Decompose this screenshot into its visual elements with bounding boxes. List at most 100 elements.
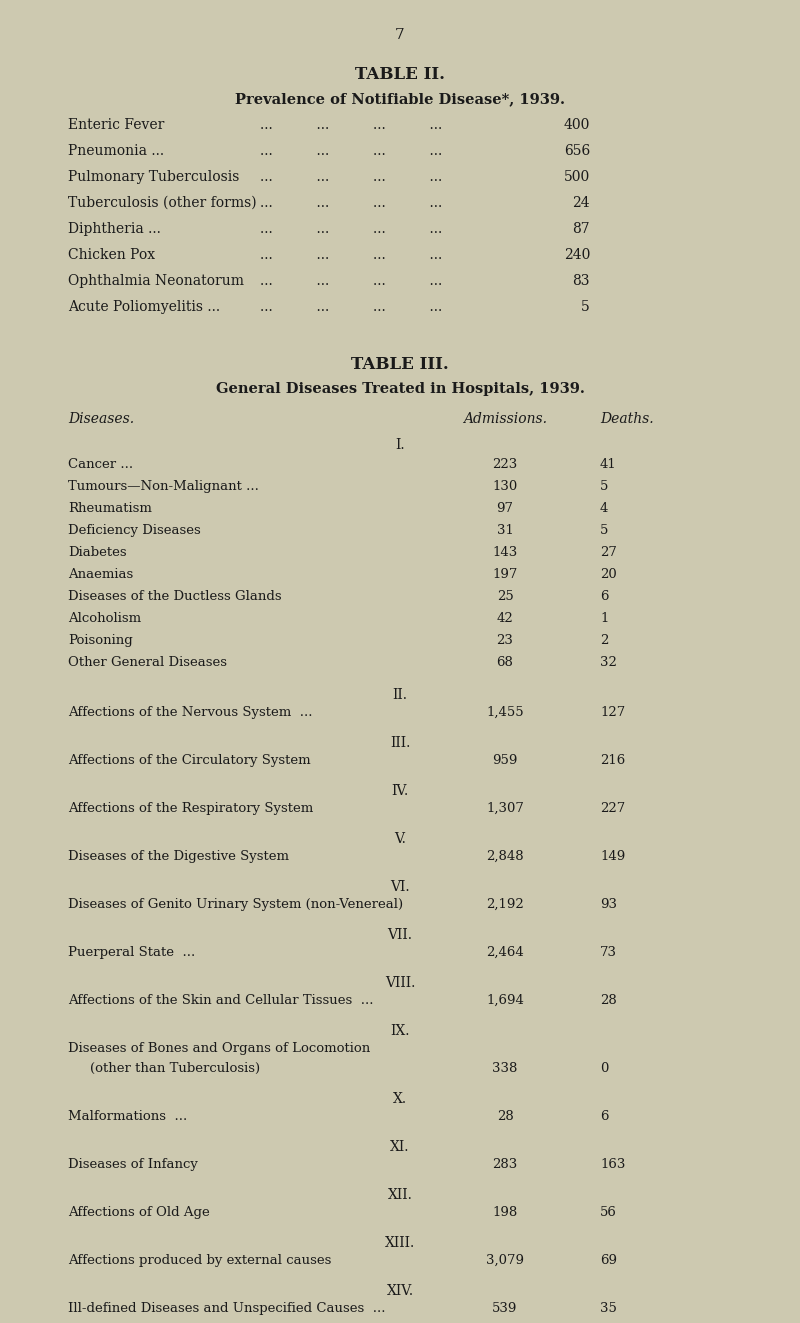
Text: 149: 149: [600, 849, 626, 863]
Text: 87: 87: [572, 222, 590, 235]
Text: 41: 41: [600, 458, 617, 471]
Text: 223: 223: [492, 458, 518, 471]
Text: Poisoning: Poisoning: [68, 634, 133, 647]
Text: 539: 539: [492, 1302, 518, 1315]
Text: Affections of the Circulatory System: Affections of the Circulatory System: [68, 754, 310, 767]
Text: Tumours—Non-Malignant ...: Tumours—Non-Malignant ...: [68, 480, 259, 493]
Text: Affections of the Nervous System  ...: Affections of the Nervous System ...: [68, 706, 313, 718]
Text: 2,464: 2,464: [486, 946, 524, 959]
Text: VIII.: VIII.: [385, 976, 415, 990]
Text: Pneumonia ...: Pneumonia ...: [68, 144, 164, 157]
Text: 198: 198: [492, 1207, 518, 1218]
Text: TABLE II.: TABLE II.: [355, 66, 445, 83]
Text: 83: 83: [573, 274, 590, 288]
Text: Affections of the Skin and Cellular Tissues  ...: Affections of the Skin and Cellular Tiss…: [68, 994, 374, 1007]
Text: X.: X.: [393, 1091, 407, 1106]
Text: Diabetes: Diabetes: [68, 546, 126, 560]
Text: 1: 1: [600, 613, 608, 624]
Text: 97: 97: [497, 501, 514, 515]
Text: V.: V.: [394, 832, 406, 845]
Text: ...          ...          ...          ...: ... ... ... ...: [260, 144, 442, 157]
Text: 27: 27: [600, 546, 617, 560]
Text: Cancer ...: Cancer ...: [68, 458, 133, 471]
Text: 240: 240: [564, 247, 590, 262]
Text: Diseases of the Digestive System: Diseases of the Digestive System: [68, 849, 289, 863]
Text: ...          ...          ...          ...: ... ... ... ...: [260, 247, 442, 262]
Text: XI.: XI.: [390, 1140, 410, 1154]
Text: 1,455: 1,455: [486, 706, 524, 718]
Text: 338: 338: [492, 1062, 518, 1076]
Text: 20: 20: [600, 568, 617, 581]
Text: 5: 5: [600, 524, 608, 537]
Text: TABLE III.: TABLE III.: [351, 356, 449, 373]
Text: IV.: IV.: [391, 785, 409, 798]
Text: 500: 500: [564, 169, 590, 184]
Text: ...          ...          ...          ...: ... ... ... ...: [260, 196, 442, 210]
Text: 42: 42: [497, 613, 514, 624]
Text: 0: 0: [600, 1062, 608, 1076]
Text: Enteric Fever: Enteric Fever: [68, 118, 164, 132]
Text: ...          ...          ...          ...: ... ... ... ...: [260, 300, 442, 314]
Text: 283: 283: [492, 1158, 518, 1171]
Text: 28: 28: [497, 1110, 514, 1123]
Text: I.: I.: [395, 438, 405, 452]
Text: 2,848: 2,848: [486, 849, 524, 863]
Text: Diseases of the Ductless Glands: Diseases of the Ductless Glands: [68, 590, 282, 603]
Text: Diseases.: Diseases.: [68, 411, 134, 426]
Text: 93: 93: [600, 898, 617, 912]
Text: 32: 32: [600, 656, 617, 669]
Text: 227: 227: [600, 802, 626, 815]
Text: Diphtheria ...: Diphtheria ...: [68, 222, 161, 235]
Text: 25: 25: [497, 590, 514, 603]
Text: 1,307: 1,307: [486, 802, 524, 815]
Text: Alcoholism: Alcoholism: [68, 613, 141, 624]
Text: Tuberculosis (other forms): Tuberculosis (other forms): [68, 196, 257, 210]
Text: Affections produced by external causes: Affections produced by external causes: [68, 1254, 331, 1267]
Text: ...          ...          ...          ...: ... ... ... ...: [260, 222, 442, 235]
Text: VI.: VI.: [390, 880, 410, 894]
Text: 127: 127: [600, 706, 626, 718]
Text: XIV.: XIV.: [386, 1285, 414, 1298]
Text: 6: 6: [600, 590, 609, 603]
Text: 56: 56: [600, 1207, 617, 1218]
Text: 5: 5: [600, 480, 608, 493]
Text: Affections of the Respiratory System: Affections of the Respiratory System: [68, 802, 314, 815]
Text: 3,079: 3,079: [486, 1254, 524, 1267]
Text: 24: 24: [572, 196, 590, 210]
Text: 2: 2: [600, 634, 608, 647]
Text: Admissions.: Admissions.: [463, 411, 547, 426]
Text: 143: 143: [492, 546, 518, 560]
Text: General Diseases Treated in Hospitals, 1939.: General Diseases Treated in Hospitals, 1…: [215, 382, 585, 396]
Text: 130: 130: [492, 480, 518, 493]
Text: Other General Diseases: Other General Diseases: [68, 656, 227, 669]
Text: Deficiency Diseases: Deficiency Diseases: [68, 524, 201, 537]
Text: 1,694: 1,694: [486, 994, 524, 1007]
Text: 73: 73: [600, 946, 617, 959]
Text: 216: 216: [600, 754, 626, 767]
Text: Pulmonary Tuberculosis: Pulmonary Tuberculosis: [68, 169, 239, 184]
Text: Acute Poliomyelitis ...: Acute Poliomyelitis ...: [68, 300, 220, 314]
Text: 5: 5: [582, 300, 590, 314]
Text: Deaths.: Deaths.: [600, 411, 654, 426]
Text: 2,192: 2,192: [486, 898, 524, 912]
Text: 7: 7: [395, 28, 405, 42]
Text: 69: 69: [600, 1254, 617, 1267]
Text: ...          ...          ...          ...: ... ... ... ...: [260, 169, 442, 184]
Text: 28: 28: [600, 994, 617, 1007]
Text: (other than Tuberculosis): (other than Tuberculosis): [90, 1062, 260, 1076]
Text: 31: 31: [497, 524, 514, 537]
Text: VII.: VII.: [387, 927, 413, 942]
Text: 656: 656: [564, 144, 590, 157]
Text: 959: 959: [492, 754, 518, 767]
Text: 4: 4: [600, 501, 608, 515]
Text: Malformations  ...: Malformations ...: [68, 1110, 187, 1123]
Text: 68: 68: [497, 656, 514, 669]
Text: IX.: IX.: [390, 1024, 410, 1039]
Text: 197: 197: [492, 568, 518, 581]
Text: Diseases of Genito Urinary System (non-Venereal): Diseases of Genito Urinary System (non-V…: [68, 898, 403, 912]
Text: 163: 163: [600, 1158, 626, 1171]
Text: ...          ...          ...          ...: ... ... ... ...: [260, 274, 442, 288]
Text: 6: 6: [600, 1110, 609, 1123]
Text: Puerperal State  ...: Puerperal State ...: [68, 946, 195, 959]
Text: Prevalence of Notifiable Disease*, 1939.: Prevalence of Notifiable Disease*, 1939.: [235, 93, 565, 106]
